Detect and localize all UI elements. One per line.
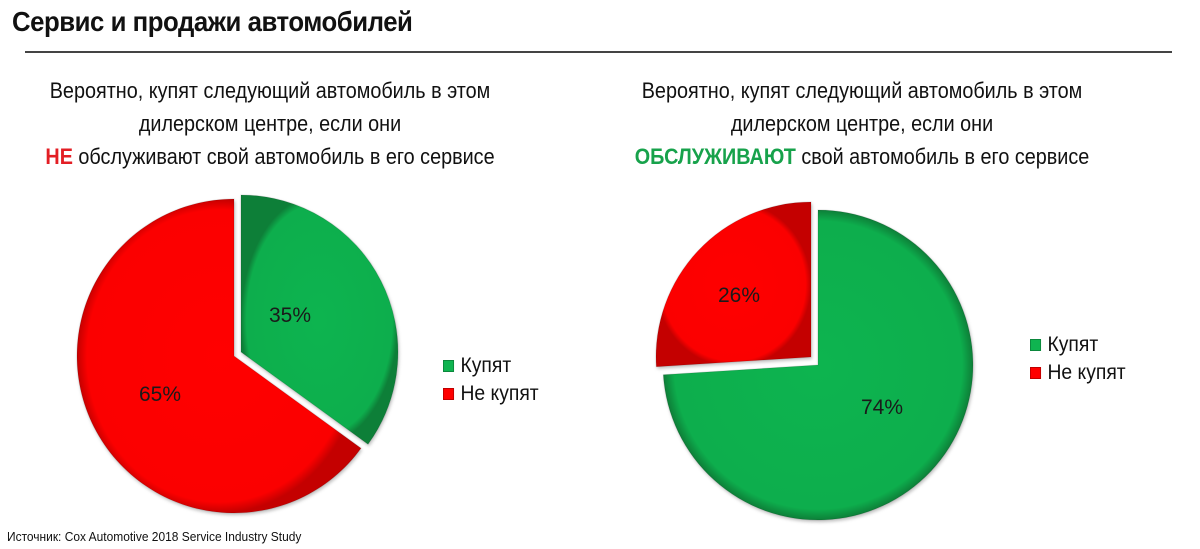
pie-slice-buy <box>240 194 399 445</box>
right-subtitle-highlight: ОБСЛУЖИВАЮТ <box>634 144 796 169</box>
green-swatch-icon <box>443 360 455 372</box>
right-subtitle-line2: дилерском центре, если они <box>730 111 994 136</box>
legend-label-buy: Купят <box>1047 333 1099 356</box>
legend-item-not-buy: Не купят <box>1030 359 1126 387</box>
right-chart-subtitle: Вероятно, купят следующий автомобиль в э… <box>610 74 1114 173</box>
pie-slice-not-buy <box>76 198 362 514</box>
left-pie-chart <box>76 194 399 514</box>
pie-slice-buy <box>662 209 974 521</box>
green-swatch-icon <box>1030 339 1042 351</box>
left-subtitle-line2: дилерском центре, если они <box>138 111 402 136</box>
left-pie-label-buy: 35% <box>269 304 311 327</box>
legend-item-buy: Купят <box>443 352 539 380</box>
source-note: Источник: Cox Automotive 2018 Service In… <box>7 529 302 544</box>
right-subtitle-line1: Вероятно, купят следующий автомобиль в э… <box>641 78 1083 103</box>
left-subtitle-highlight: НЕ <box>45 144 73 169</box>
pie-slice-not-buy <box>655 201 812 368</box>
title-divider <box>25 51 1172 53</box>
right-pie-label-buy: 74% <box>861 396 903 419</box>
legend-item-not-buy: Не купят <box>443 380 539 408</box>
right-legend: Купят Не купят <box>1030 331 1126 387</box>
left-subtitle-line1: Вероятно, купят следующий автомобиль в э… <box>49 78 491 103</box>
left-pie-label-not-buy: 65% <box>139 383 181 406</box>
legend-label-buy: Купят <box>460 354 512 377</box>
right-subtitle-line3-rest: свой автомобиль в его сервисе <box>795 144 1090 169</box>
left-legend: Купят Не купят <box>443 352 539 408</box>
legend-label-not-buy: Не купят <box>460 382 539 405</box>
left-chart-subtitle: Вероятно, купят следующий автомобиль в э… <box>18 74 522 173</box>
right-subtitle-line3: ОБСЛУЖИВАЮТ свой автомобиль в его сервис… <box>610 140 1114 173</box>
right-pie-chart <box>655 201 974 521</box>
page-title: Сервис и продажи автомобилей <box>12 6 413 37</box>
left-subtitle-line3: НЕ обслуживают свой автомобиль в его сер… <box>18 140 522 173</box>
red-swatch-icon <box>1030 367 1042 379</box>
left-subtitle-line3-rest: обслуживают свой автомобиль в его сервис… <box>72 144 495 169</box>
legend-label-not-buy: Не купят <box>1047 361 1126 384</box>
red-swatch-icon <box>443 388 455 400</box>
legend-item-buy: Купят <box>1030 331 1126 359</box>
right-pie-label-not-buy: 26% <box>718 284 760 307</box>
